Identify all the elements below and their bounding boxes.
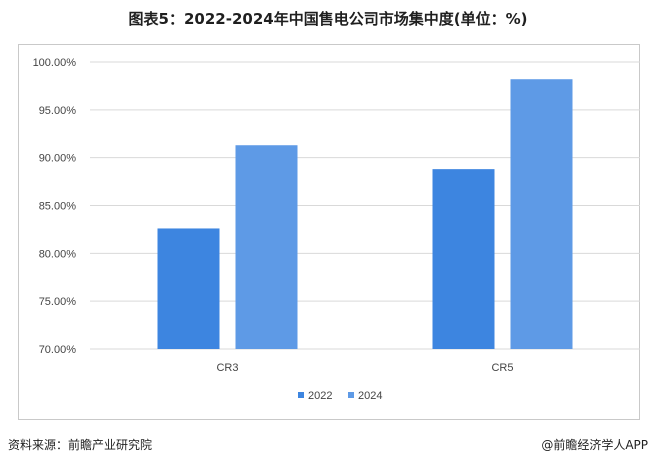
y-tick-label: 100.00% [33, 57, 77, 69]
bar-cr5-2022 [432, 169, 495, 349]
y-tick-label: 85.00% [39, 201, 77, 213]
y-axis: 70.00% 75.00% 80.00% 85.00% 90.00% 95.00% 100.… [33, 57, 77, 356]
chart-title: 图表5：2022-2024年中国售电公司市场集中度(单位：%) [128, 10, 528, 28]
legend-label-2024: 2024 [358, 390, 382, 402]
x-category-label: CR5 [491, 362, 513, 374]
brand-credit: @前瞻经济学人APP [541, 438, 648, 452]
legend: 2022 2024 [298, 390, 382, 402]
y-tick-label: 95.00% [39, 105, 77, 117]
source-note: 资料来源：前瞻产业研究院 [8, 438, 153, 452]
y-tick-label: 75.00% [39, 296, 77, 308]
bar-cr3-2022 [157, 228, 220, 349]
bars [157, 79, 573, 349]
legend-label-2022: 2022 [308, 390, 332, 402]
bar-cr3-2024 [235, 145, 298, 349]
y-tick-label: 70.00% [39, 344, 77, 356]
y-tick-label: 90.00% [39, 153, 77, 165]
y-tick-label: 80.00% [39, 248, 77, 260]
legend-swatch-2022 [298, 392, 304, 398]
x-category-label: CR3 [216, 362, 238, 374]
x-axis: CR3 CR5 [216, 362, 513, 374]
legend-swatch-2024 [348, 392, 354, 398]
bar-cr5-2024 [510, 79, 573, 349]
